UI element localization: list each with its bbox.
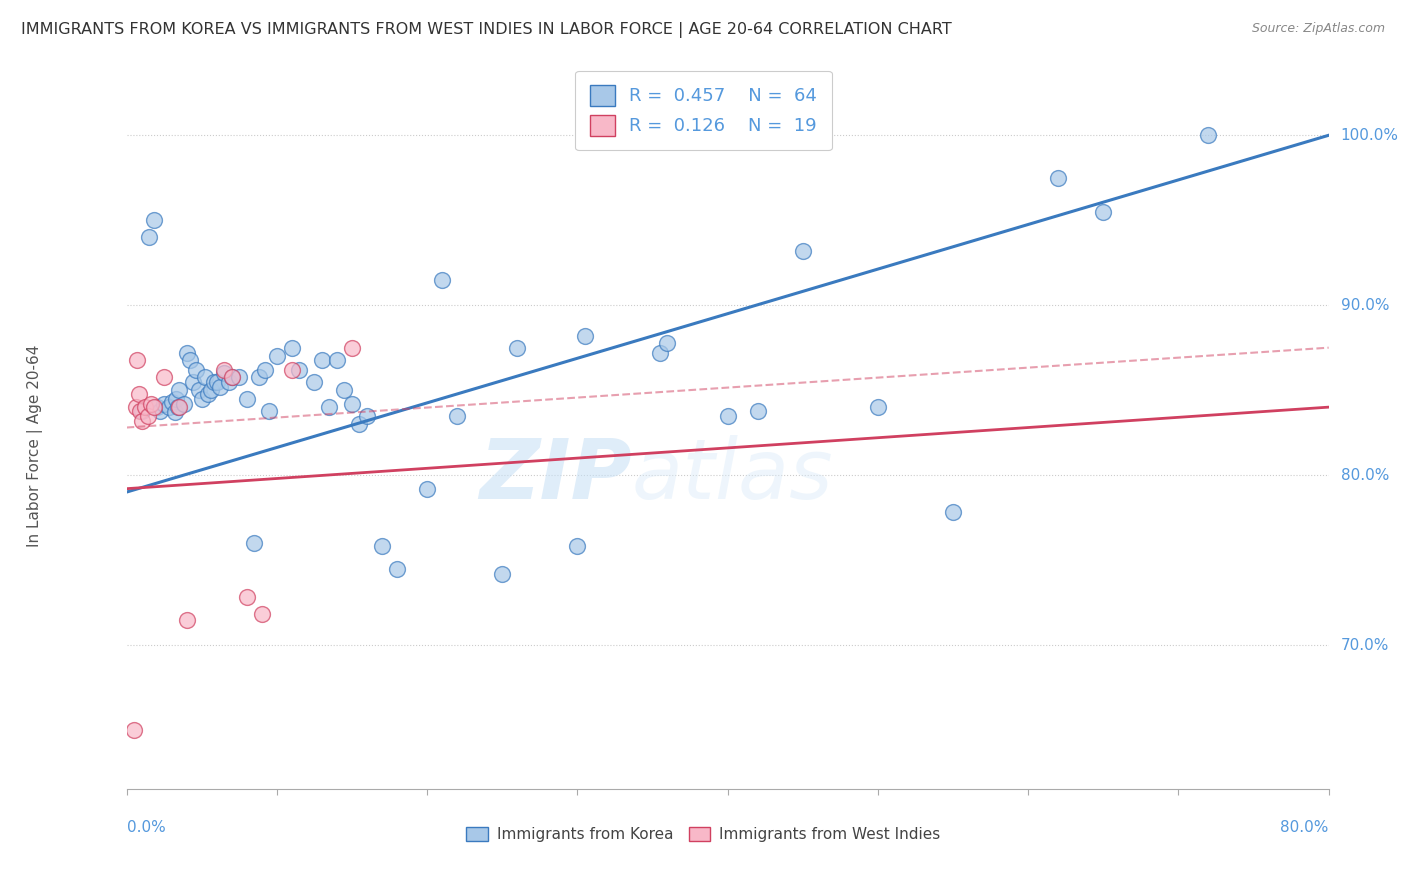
Point <box>136 409 159 423</box>
Text: ZIP: ZIP <box>479 435 631 516</box>
Point <box>235 392 259 406</box>
Point <box>356 409 378 423</box>
Point <box>212 366 235 380</box>
Point <box>311 352 333 367</box>
Point <box>1197 128 1219 143</box>
Point <box>139 397 162 411</box>
Text: 100.0%: 100.0% <box>1341 128 1399 143</box>
Point <box>385 561 408 575</box>
Point <box>235 591 259 605</box>
Point <box>250 607 273 622</box>
Point <box>187 383 209 397</box>
Point <box>942 506 965 520</box>
Point <box>125 352 148 367</box>
Point <box>416 482 439 496</box>
Point <box>176 613 198 627</box>
Point <box>430 273 453 287</box>
Point <box>153 369 176 384</box>
Point <box>176 345 198 359</box>
Point <box>288 363 311 377</box>
Point <box>281 341 304 355</box>
Point <box>304 375 326 389</box>
Point <box>122 723 145 737</box>
Point <box>221 369 243 384</box>
Point <box>165 392 187 406</box>
Point <box>131 403 153 417</box>
Point <box>221 369 243 384</box>
Point <box>340 397 363 411</box>
Point <box>194 369 217 384</box>
Point <box>212 363 235 377</box>
Point <box>247 369 270 384</box>
Point <box>866 400 889 414</box>
Text: 90.0%: 90.0% <box>1341 298 1389 313</box>
Point <box>167 400 190 414</box>
Text: 70.0%: 70.0% <box>1341 638 1389 653</box>
Point <box>149 403 172 417</box>
Point <box>145 400 167 414</box>
Point <box>190 392 212 406</box>
Point <box>160 395 183 409</box>
Point <box>574 328 596 343</box>
Text: In Labor Force | Age 20-64: In Labor Force | Age 20-64 <box>27 345 44 547</box>
Point <box>243 536 266 550</box>
Point <box>218 375 240 389</box>
Text: atlas: atlas <box>631 435 834 516</box>
Text: IMMIGRANTS FROM KOREA VS IMMIGRANTS FROM WEST INDIES IN LABOR FORCE | AGE 20-64 : IMMIGRANTS FROM KOREA VS IMMIGRANTS FROM… <box>21 22 952 38</box>
Text: 80.0%: 80.0% <box>1341 467 1389 483</box>
Point <box>349 417 371 431</box>
Point <box>157 400 180 414</box>
Point <box>166 400 188 414</box>
Point <box>179 352 201 367</box>
Point <box>142 400 165 414</box>
Point <box>716 409 740 423</box>
Point <box>792 244 814 258</box>
Point <box>657 335 679 350</box>
Point <box>228 369 250 384</box>
Point <box>208 380 231 394</box>
Point <box>371 540 394 554</box>
Point <box>266 349 288 363</box>
Point <box>1092 204 1115 219</box>
Point <box>131 414 153 428</box>
Point <box>184 363 207 377</box>
Point <box>259 403 281 417</box>
Point <box>138 230 160 244</box>
Point <box>1047 170 1070 185</box>
Point <box>340 341 363 355</box>
Point <box>124 400 146 414</box>
Point <box>253 363 276 377</box>
Point <box>281 363 304 377</box>
Point <box>167 383 190 397</box>
Point <box>200 383 222 397</box>
Point <box>326 352 349 367</box>
Point <box>333 383 356 397</box>
Point <box>129 403 152 417</box>
Point <box>128 386 150 401</box>
Point <box>648 345 671 359</box>
Point <box>134 400 156 414</box>
Legend: Immigrants from Korea, Immigrants from West Indies: Immigrants from Korea, Immigrants from W… <box>458 819 948 849</box>
Point <box>181 375 204 389</box>
Point <box>163 405 186 419</box>
Point <box>142 213 165 227</box>
Point <box>506 341 529 355</box>
Text: Source: ZipAtlas.com: Source: ZipAtlas.com <box>1251 22 1385 36</box>
Point <box>173 397 195 411</box>
Point <box>446 409 468 423</box>
Point <box>205 375 228 389</box>
Point <box>567 540 589 554</box>
Point <box>197 386 219 401</box>
Point <box>153 397 176 411</box>
Point <box>747 403 769 417</box>
Text: 80.0%: 80.0% <box>1281 820 1329 835</box>
Point <box>202 375 225 389</box>
Text: 0.0%: 0.0% <box>127 820 166 835</box>
Point <box>318 400 340 414</box>
Point <box>491 566 513 581</box>
